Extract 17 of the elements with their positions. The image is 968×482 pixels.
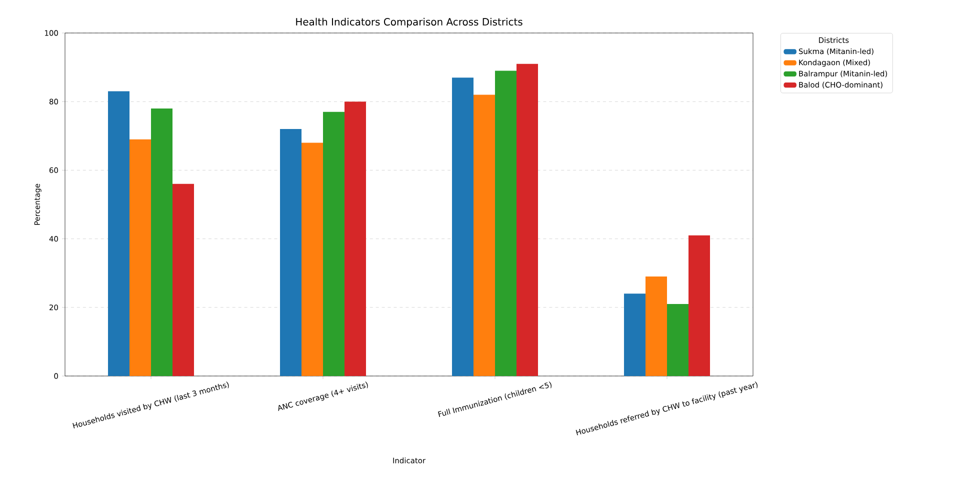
bar: [344, 102, 366, 376]
bar: [280, 129, 302, 376]
bar: [151, 108, 172, 376]
bar: [667, 304, 689, 376]
bar: [452, 78, 474, 376]
bar: [172, 184, 194, 376]
bar: [516, 64, 538, 376]
bar: [474, 94, 496, 376]
bar: [108, 91, 130, 376]
bar: [302, 142, 324, 376]
bar: [688, 235, 710, 376]
bar: [130, 139, 151, 376]
bar: [624, 294, 646, 376]
bar: [646, 276, 668, 376]
chart-title: Health Indicators Comparison Across Districts: [296, 18, 522, 28]
bar: [495, 70, 517, 376]
bar: [323, 112, 345, 376]
